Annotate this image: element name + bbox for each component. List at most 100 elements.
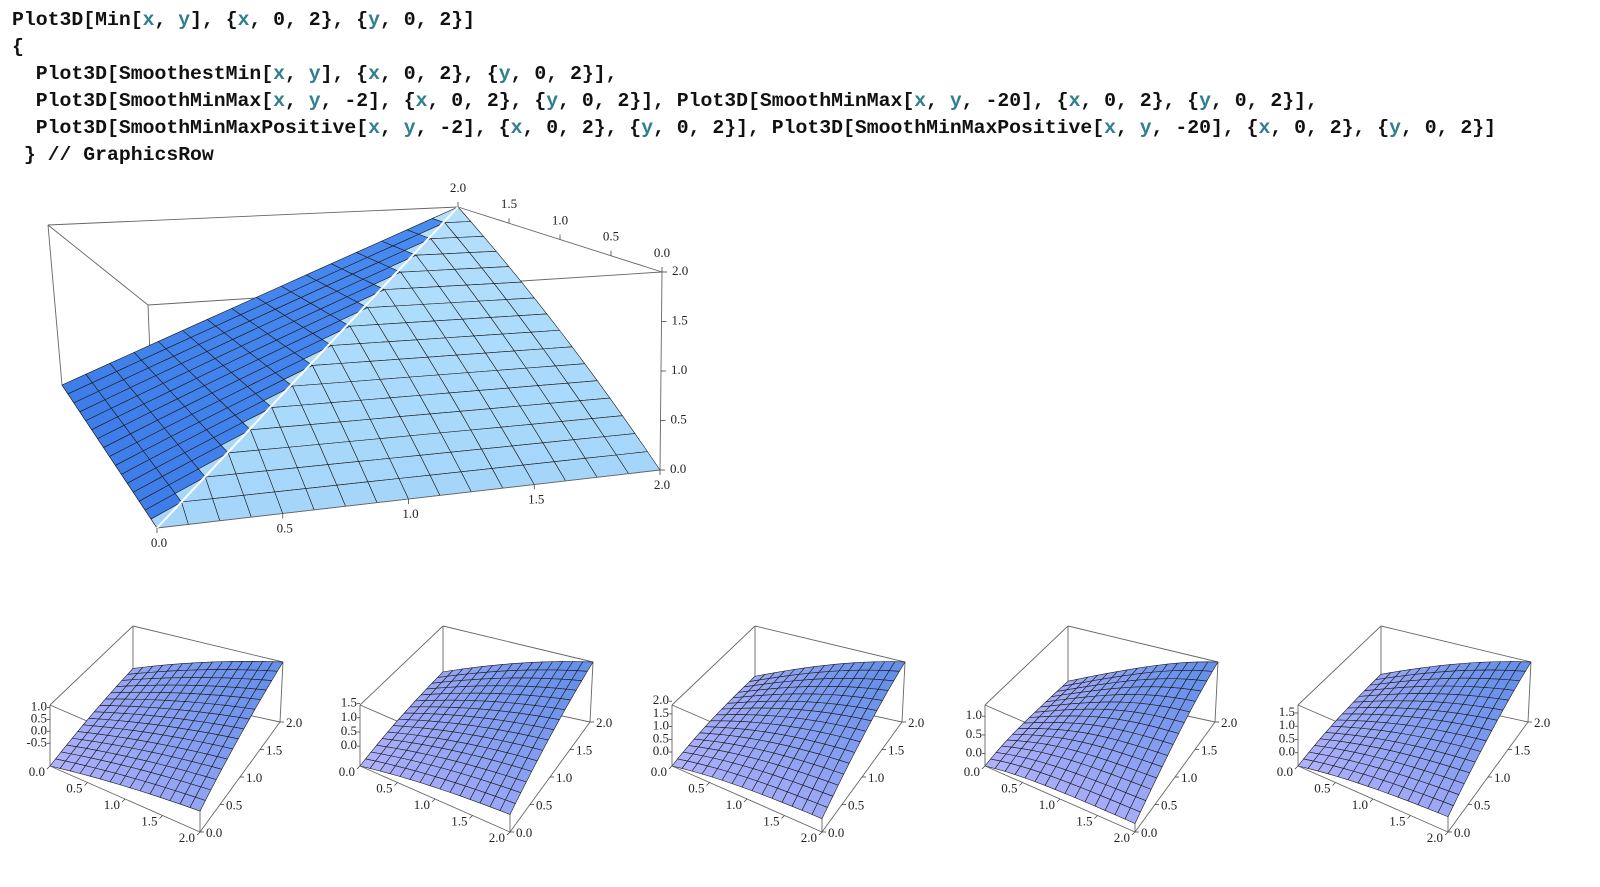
tick-label: 1.5 [576,742,592,757]
box-edge [132,625,284,663]
code-variable: x [914,90,926,112]
code-token: , 0, 2}], Plot3D[SmoothMinMaxPositive[ [653,117,1104,139]
box-edge [671,625,756,706]
code-token: , [154,9,178,31]
tick-label: 0.0 [151,535,167,550]
code-variable: x [511,117,523,139]
surface-patch [189,796,206,812]
tick-label: 1.0 [1494,770,1510,785]
code-variable: x [238,9,250,31]
tick-label: 2.0 [672,263,688,278]
tick-label: 1.0 [341,709,357,724]
code-variable: y [309,90,321,112]
code-variable: y [1389,117,1401,139]
tick-mark [668,765,673,770]
code-variable: x [416,90,428,112]
box-edge [359,625,444,706]
code-variable: y [1140,117,1152,139]
tick-label: 0.5 [1001,780,1017,795]
code-token: , [380,117,404,139]
tick-label: 0.5 [1314,780,1330,795]
code-token: , 0, 2}, { [1080,90,1199,112]
code-variable: y [950,90,962,112]
tick-label: 0.0 [1279,744,1295,759]
code-variable: x [368,117,380,139]
tick-label: 2.0 [286,715,302,730]
tick-label: 0.0 [651,764,667,779]
tick-label: 0.5 [66,780,82,795]
tick-mark [431,798,436,803]
tick-mark [159,815,163,819]
code-line: Plot3D[Min[x, y], {x, 0, 2}, {y, 0, 2}] [12,9,475,31]
code-variable: y [309,63,321,85]
tick-label: 1.0 [966,707,982,722]
tick-mark [1294,765,1299,770]
tick-label: 0.0 [1454,825,1470,840]
tick-label: 1.5 [451,813,467,828]
code-line: Plot3D[SmoothestMin[x, y], {x, 0, 2}, {y… [12,63,617,85]
code-variable: x [143,9,155,31]
code-token: , 0, 2}], [1211,90,1318,112]
code-token: , [1116,117,1140,139]
tick-label: 2.0 [908,715,924,730]
tick-label: 2.0 [450,180,466,195]
tick-label: 0.5 [603,229,619,244]
tick-label: -0.5 [26,734,47,749]
code-variable: y [499,63,511,85]
box-edge [442,625,594,663]
code-token: , [926,90,950,112]
tick-label: 0.0 [339,764,355,779]
box-edge [1214,661,1219,723]
tick-mark [1407,815,1411,819]
code-token: , 0, 2}, { [428,90,547,112]
code-line: Plot3D[SmoothMinMax[x, y, -2], {x, 0, 2}… [12,90,1318,112]
code-token: Plot3D[SmoothMinMax[ [12,90,273,112]
code-token: ], { [190,9,237,31]
code-token: , -2], { [321,90,416,112]
tick-label: 1.5 [1514,742,1530,757]
code-variable: x [273,90,285,112]
code-token: , 0, 2}, { [522,117,641,139]
code-token: , 0, 2}, { [380,63,499,85]
tick-mark [1019,782,1023,786]
tick-mark [1444,831,1449,836]
tick-label: 0.0 [966,745,982,760]
tick-label: 1.5 [501,196,517,211]
tick-label: 0.0 [31,722,47,737]
tick-label: 1.0 [1279,717,1295,732]
tick-label: 0.0 [341,737,357,752]
code-token: , 0, 2}, { [1270,117,1389,139]
box-edge [901,661,906,723]
tick-label: 1.5 [1076,813,1092,828]
tick-label: 1.5 [763,813,779,828]
code-token: , 0, 2}] [380,9,475,31]
code-token: , 0, 2}], [511,63,618,85]
tick-label: 1.0 [246,770,262,785]
tick-label: 0.5 [1161,797,1177,812]
tick-label: 0.0 [653,743,669,758]
tick-label: 0.5 [341,723,357,738]
code-variable: x [1069,90,1081,112]
code-token: , -2], { [416,117,511,139]
tick-label: 0.0 [670,461,686,476]
tick-mark [1332,782,1336,786]
tick-label: 0.5 [277,520,293,535]
code-token: Plot3D[SmoothestMin[ [12,63,273,85]
tick-label: 1.0 [552,212,568,227]
plot: 0.0 0.5 1.0 1.5 2.0 0.0 0.5 1.0 1.5 2.0 0.0 0.5 1.0 [964,625,1237,845]
code-token: Plot3D[Min[ [12,9,143,31]
tick-label: 2.0 [1534,715,1550,730]
tick-label: 0.0 [206,825,222,840]
code-variable: y [404,117,416,139]
box-edge [1380,625,1532,663]
tick-label: 0.5 [848,797,864,812]
box-edge [754,625,906,663]
tick-label: 0.5 [1474,797,1490,812]
tick-label: 1.0 [1181,770,1197,785]
tick-label: 1.0 [1039,797,1055,812]
tick-label: 0.0 [29,764,45,779]
tick-label: 1.5 [266,742,282,757]
box-edge [47,206,459,226]
